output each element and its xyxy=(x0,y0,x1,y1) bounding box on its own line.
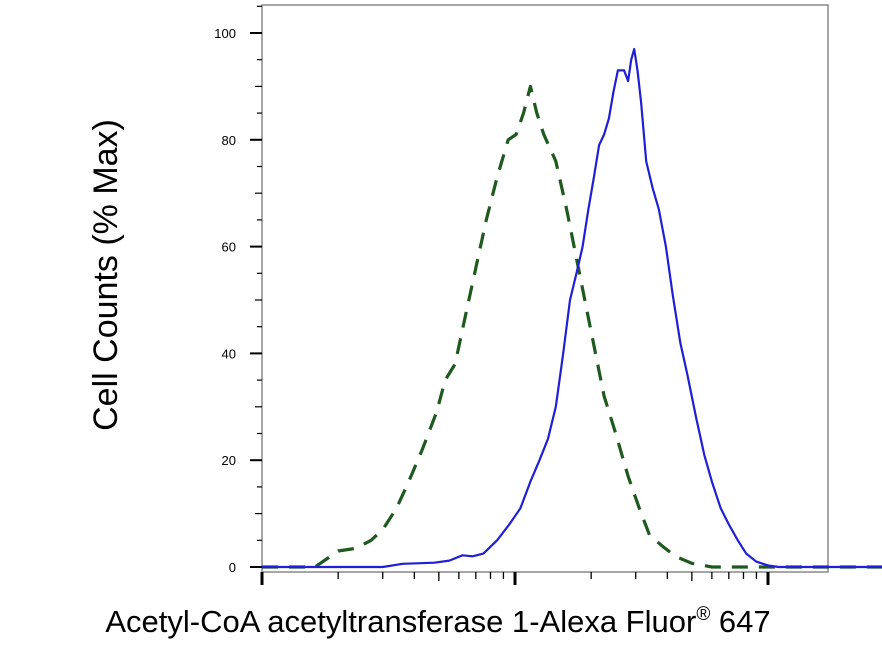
x-axis xyxy=(260,572,770,585)
x-axis-title: Acetyl-CoA acetyltransferase 1-Alexa Flu… xyxy=(105,604,770,639)
series-layer xyxy=(262,47,882,569)
registered-mark: ® xyxy=(696,604,710,625)
series-dashed-histogram xyxy=(262,84,882,569)
y-axis-title: Cell Counts (% Max) xyxy=(87,119,125,431)
y-tick-label: 80 xyxy=(222,133,236,148)
y-tick-label: 0 xyxy=(229,560,236,575)
y-axis: 0 20 40 60 80 100 xyxy=(214,5,262,575)
series-solid-histogram xyxy=(262,47,882,569)
y-tick-label: 100 xyxy=(214,26,236,41)
y-tick-label: 40 xyxy=(222,346,236,361)
y-tick-label: 20 xyxy=(222,453,236,468)
x-axis-title-suffix: 647 xyxy=(710,604,770,639)
x-axis-title-main: Acetyl-CoA acetyltransferase 1-Alexa Flu… xyxy=(105,604,696,639)
y-tick-label: 60 xyxy=(222,240,236,255)
plot-frame xyxy=(261,4,829,573)
